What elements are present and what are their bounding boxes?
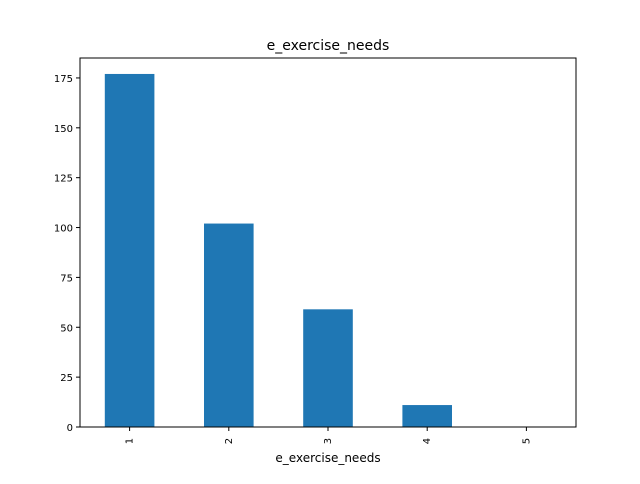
- x-tick-label: 4: [422, 438, 433, 444]
- y-tick-label: 175: [54, 74, 73, 85]
- y-axis: 0 25 50 75 100 125 150 175: [54, 74, 80, 434]
- plot-frame: [79, 57, 577, 428]
- chart-title: e_exercise_needs: [267, 38, 390, 54]
- bar-2: [204, 223, 254, 427]
- bars-layer: [104, 73, 452, 427]
- y-tick-label: 100: [54, 224, 73, 235]
- y-tick-label: 50: [60, 323, 73, 334]
- x-tick-label: 5: [521, 438, 532, 444]
- y-tick-label: 75: [60, 273, 73, 284]
- y-tick-label: 150: [54, 124, 73, 135]
- y-tick-label: 25: [60, 373, 73, 384]
- x-axis-label: e_exercise_needs: [275, 451, 380, 465]
- x-tick-label: 3: [323, 438, 334, 444]
- x-tick-label: 1: [125, 438, 136, 444]
- x-axis: 1 2 3 4 5: [125, 427, 532, 444]
- bar-4: [402, 405, 452, 427]
- x-tick-label: 2: [224, 438, 235, 444]
- bar-3: [303, 309, 353, 427]
- y-tick-label: 0: [67, 423, 73, 434]
- y-tick-label: 125: [54, 174, 73, 185]
- bar-1: [104, 73, 155, 427]
